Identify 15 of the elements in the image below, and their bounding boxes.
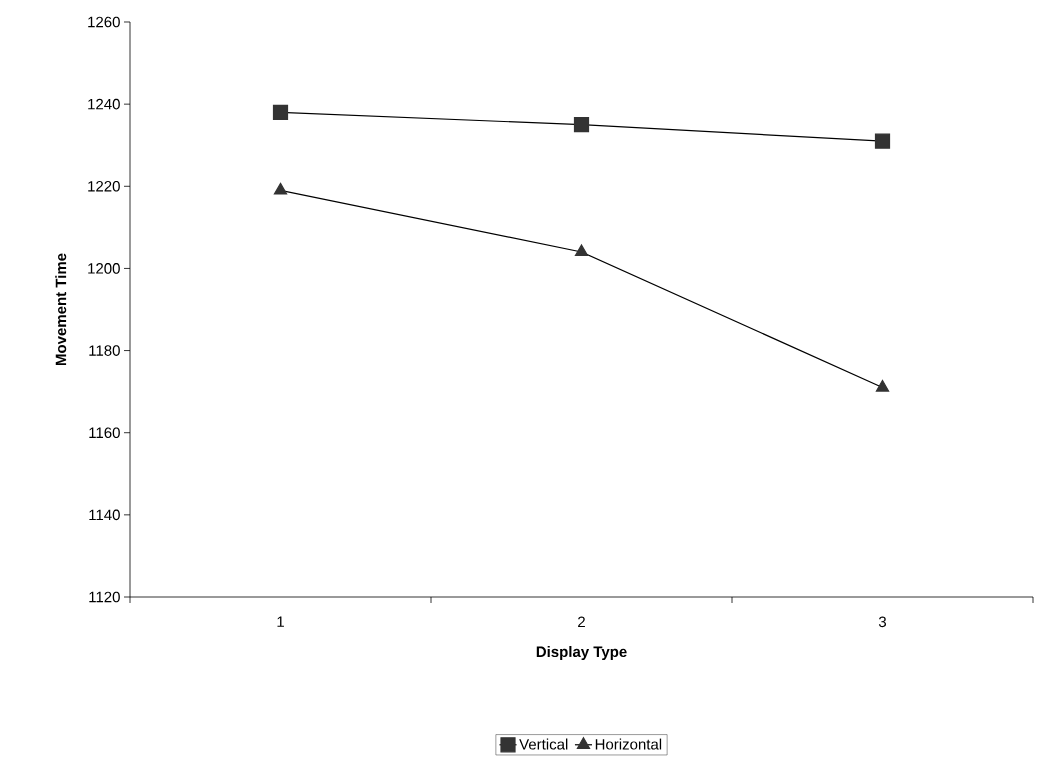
x-tick-label: 1 bbox=[277, 616, 284, 627]
y-tick-label: 1160 bbox=[89, 427, 120, 439]
y-tick-label: 1120 bbox=[89, 591, 120, 603]
x-tick-label: 3 bbox=[878, 616, 887, 628]
x-tick-label: 2 bbox=[578, 616, 585, 628]
x-axis-title: Display Type bbox=[536, 646, 627, 660]
y-axis-title: Movement Time bbox=[55, 253, 67, 366]
y-tick-label: 1140 bbox=[89, 509, 120, 521]
y-tick-label: 1260 bbox=[88, 16, 120, 28]
y-tick-label: 1220 bbox=[88, 180, 120, 192]
legend-label: Vertical bbox=[519, 738, 568, 750]
y-tick-label: 1240 bbox=[88, 98, 120, 110]
y-tick-label: 1200 bbox=[88, 263, 120, 274]
legend-label: Horizontal bbox=[595, 738, 662, 750]
y-tick-label: 1180 bbox=[89, 345, 120, 356]
